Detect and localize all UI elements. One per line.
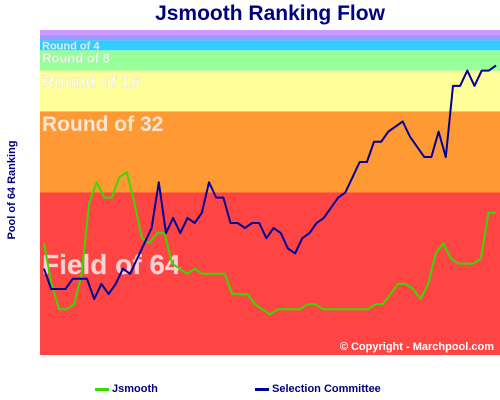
zone-label-0: Field of 64 [42, 249, 181, 280]
legend-jsmooth-label: Jsmooth [112, 383, 158, 395]
zone-label-4: Round of 4 [42, 40, 100, 52]
zone-band-1 [40, 111, 500, 193]
zone-band-5 [40, 35, 500, 41]
chart-title: Jsmooth Ranking Flow [155, 2, 385, 25]
legend-jsmooth-swatch [95, 387, 109, 391]
zone-band-3 [40, 50, 500, 71]
series-line-jsmooth [43, 171, 496, 316]
legend-committee-label: Selection Committee [272, 383, 381, 395]
zone-band-4 [40, 40, 500, 51]
zone-band-6 [40, 30, 500, 36]
legend-committee-swatch [255, 387, 269, 391]
legend-jsmooth: Jsmooth [95, 383, 158, 395]
legend-committee: Selection Committee [255, 383, 381, 395]
zone-label-1: Round of 32 [42, 113, 163, 136]
zone-band-0 [40, 192, 500, 355]
zone-label-3: Round of 8 [42, 51, 110, 66]
zone-label-2: Round of 16 [42, 72, 140, 91]
copyright-text: © Copyright - Marchpool.com [340, 341, 494, 353]
series-line-selection-committee [43, 64, 497, 301]
zone-band-2 [40, 70, 500, 112]
